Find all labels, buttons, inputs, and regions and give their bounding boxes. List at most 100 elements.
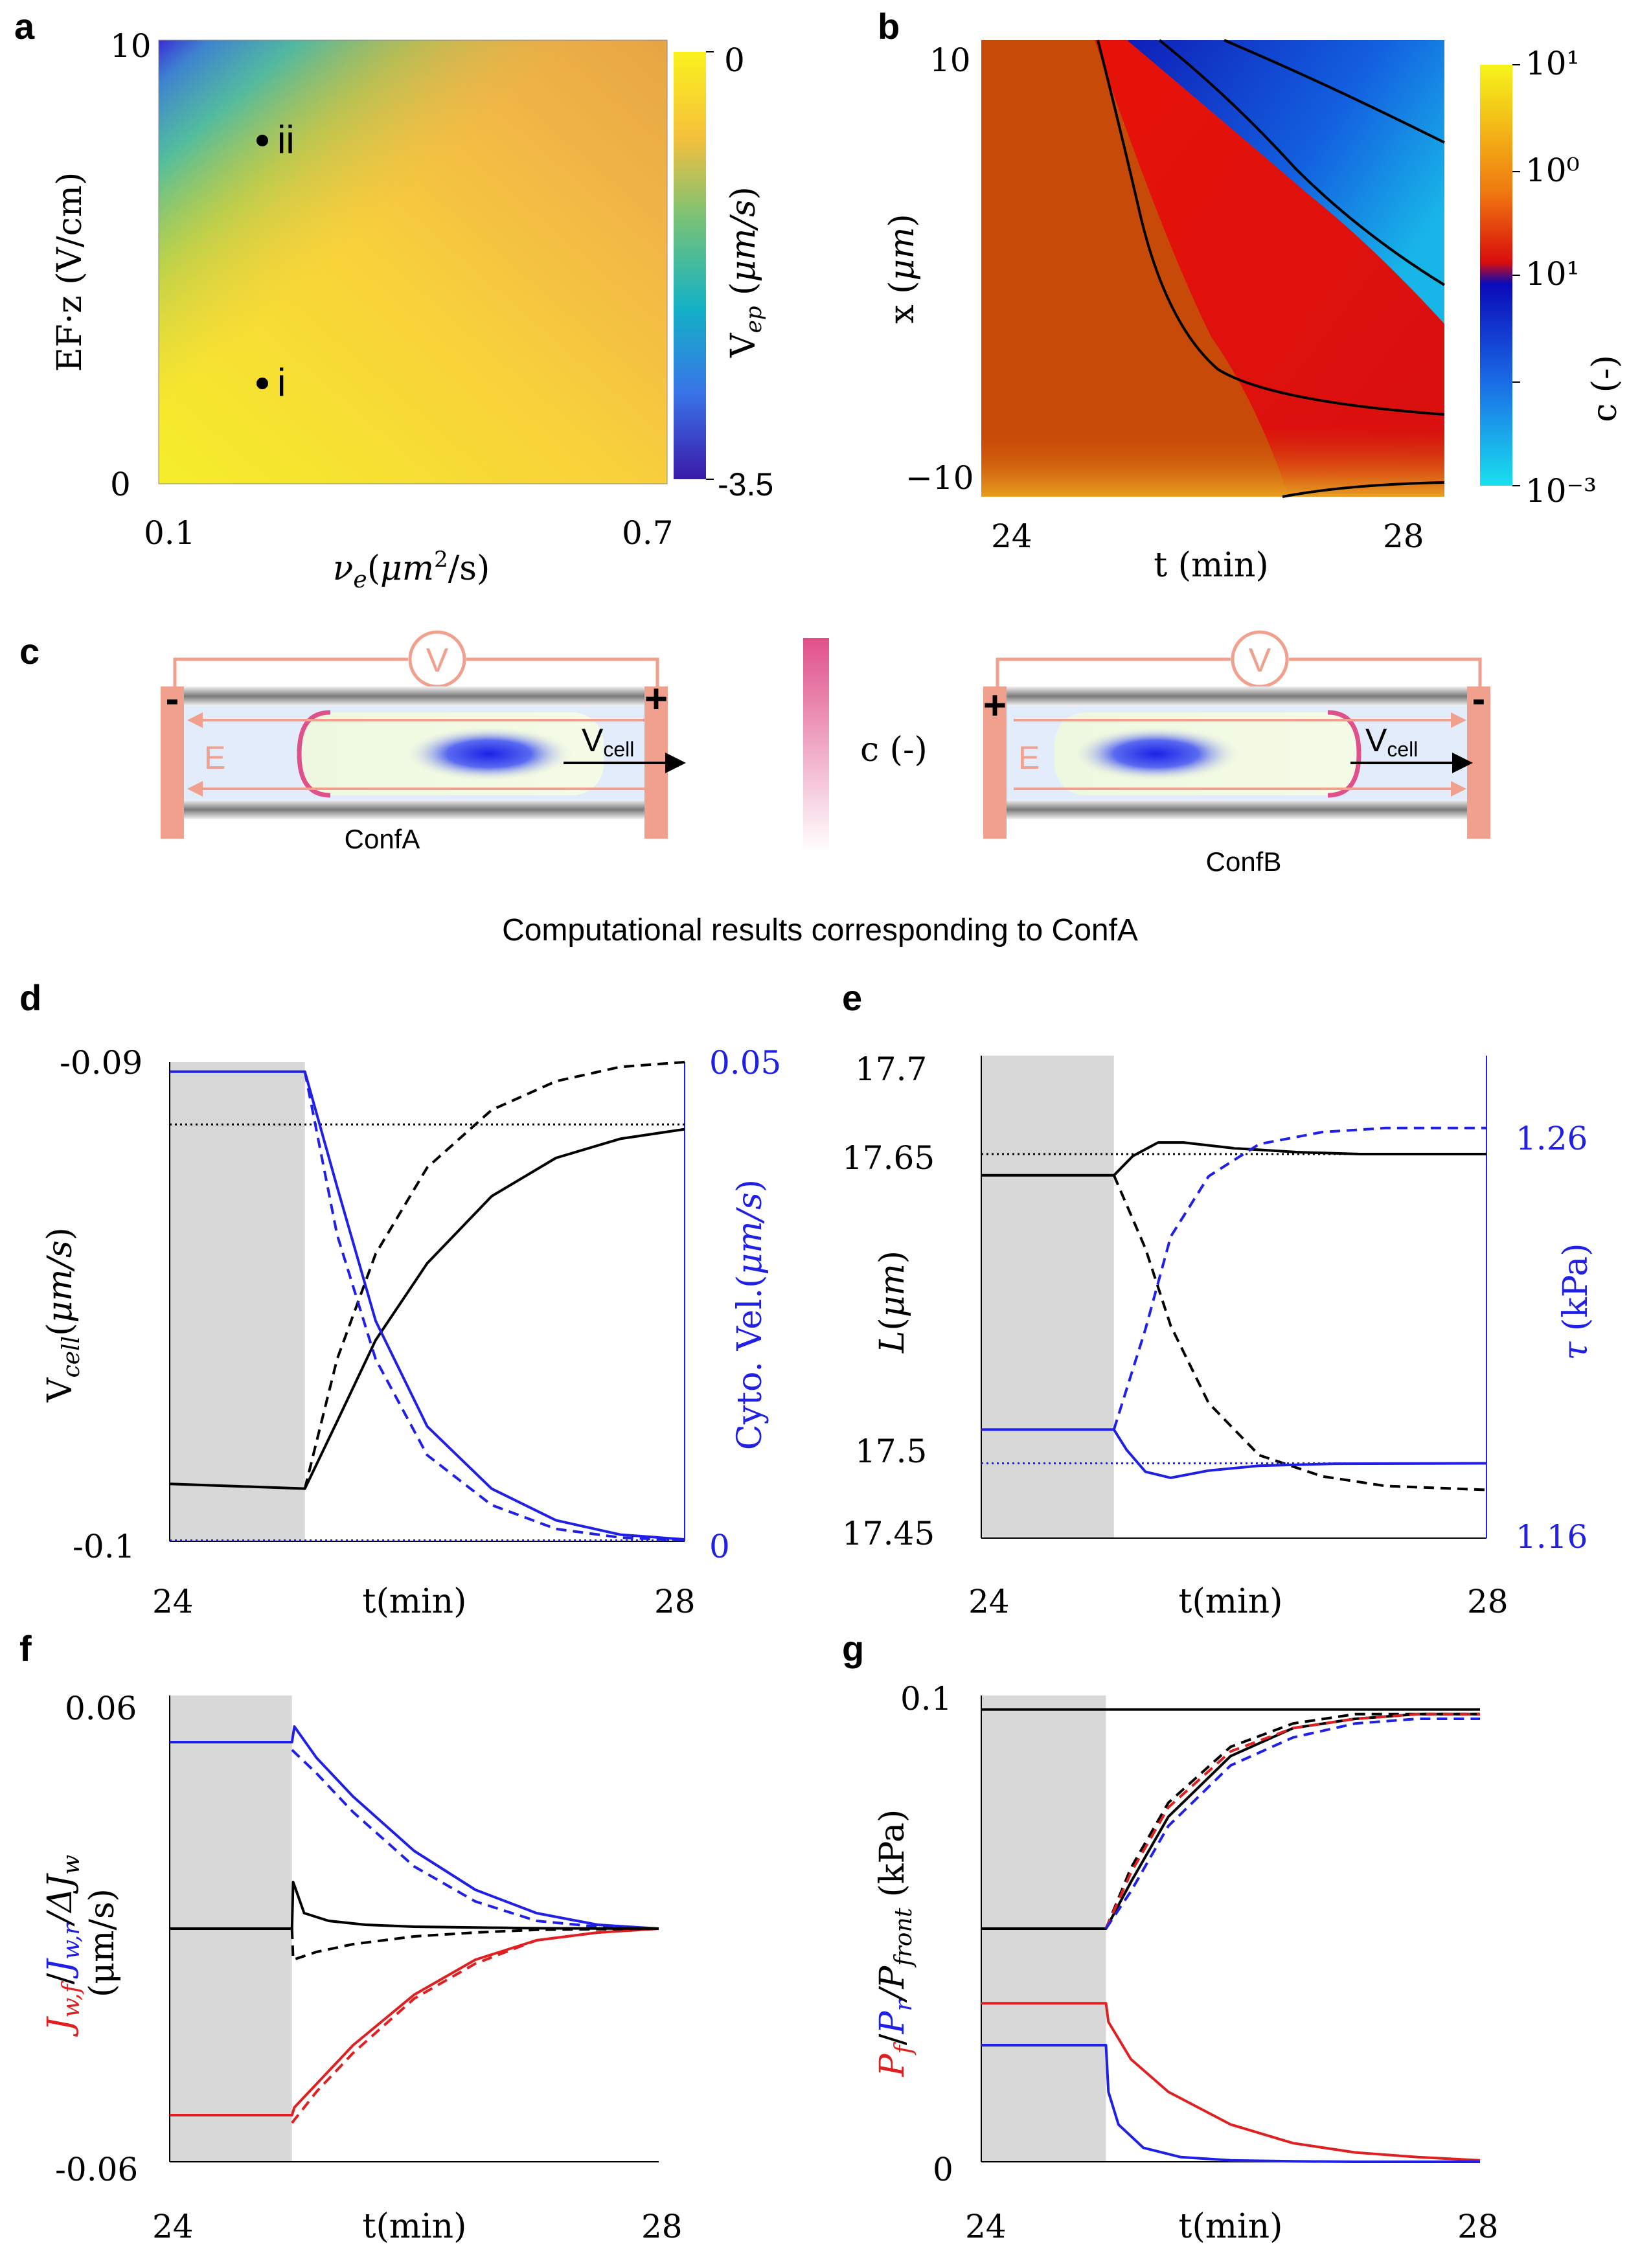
confA-nucleus bbox=[405, 727, 573, 781]
plot-g-series-5 bbox=[981, 2044, 1480, 2163]
f-ytick-top: 0.06 bbox=[65, 1690, 137, 1727]
d-xtick-24: 24 bbox=[152, 1583, 194, 1620]
confA-tube-top bbox=[175, 686, 657, 706]
e-xlabel: t(min) bbox=[1179, 1582, 1283, 1621]
plot-d-shaded-region bbox=[170, 1062, 305, 1541]
a-xlabel: νe(μm2/s) bbox=[333, 547, 490, 593]
plot-g-series-4 bbox=[1104, 1712, 1480, 1929]
panel-label-g: g bbox=[842, 1628, 864, 1669]
plot-d-series-1 bbox=[303, 1061, 685, 1490]
panel-label-c: c bbox=[19, 631, 40, 672]
panel-label-b: b bbox=[878, 6, 900, 47]
b-xtick-24: 24 bbox=[991, 517, 1032, 555]
confB-field-label: E bbox=[1018, 740, 1040, 776]
point-ii-label: ii bbox=[277, 118, 295, 161]
confB-diagram: V + - E Vcell ConfB bbox=[983, 630, 1490, 877]
b-contour-3 bbox=[1224, 39, 1445, 144]
d-ylabel-right: Cyto. Vel.(μm/s) bbox=[731, 1179, 769, 1450]
f-ytick-bottom: -0.06 bbox=[55, 2151, 138, 2188]
plot-e bbox=[981, 1056, 1487, 1539]
panel-label-e: e bbox=[842, 977, 862, 1018]
plot-e-series-4 bbox=[1112, 1126, 1486, 1430]
f-ylabel: Jw,f/Jw,r/ΔJw bbox=[41, 1855, 85, 2037]
plot-e-series-3 bbox=[981, 1428, 1487, 1479]
plot-g-series-2 bbox=[1104, 1712, 1480, 1929]
d-ytick-top: -0.09 bbox=[60, 1044, 142, 1082]
point-ii-marker bbox=[256, 135, 268, 146]
point-i-label: i bbox=[277, 361, 286, 404]
confB-voltmeter-label: V bbox=[1249, 642, 1271, 679]
plot-g-series-3 bbox=[981, 2002, 1481, 2162]
plot-f-series-3 bbox=[291, 1927, 659, 2124]
confA-minus: - bbox=[166, 677, 179, 721]
d-ytick-bottom: -0.1 bbox=[73, 1528, 135, 1565]
confB-nucleus bbox=[1072, 727, 1240, 781]
g-xlabel: t(min) bbox=[1179, 2207, 1283, 2246]
d-ytick-right-bottom: 0 bbox=[709, 1528, 730, 1565]
b-ytick-10: 10 bbox=[929, 41, 971, 79]
b-cbar-label: c (-) bbox=[1586, 355, 1624, 422]
a-cbar-label: Vep (μm/s) bbox=[724, 187, 767, 358]
a-ytick-0: 0 bbox=[110, 466, 131, 503]
e-ytick-177: 17.7 bbox=[855, 1050, 927, 1088]
plot-f-series-0 bbox=[170, 1725, 659, 1930]
d-xlabel: t(min) bbox=[363, 1582, 467, 1621]
b-contour-1 bbox=[1097, 40, 1445, 416]
e-xtick-24: 24 bbox=[968, 1583, 1010, 1620]
heatmap-a bbox=[158, 40, 668, 484]
confB-label: ConfB bbox=[1206, 846, 1282, 877]
d-ylabel: Vcell(μm/s) bbox=[41, 1227, 85, 1403]
confB-minus: - bbox=[1472, 677, 1486, 721]
g-ytick-top: 0.1 bbox=[900, 1680, 952, 1718]
f-xlabel: t(min) bbox=[363, 2207, 467, 2246]
plot-e-series-1 bbox=[1112, 1175, 1487, 1491]
b-contour-2 bbox=[1158, 39, 1446, 286]
confA-voltmeter-label: V bbox=[426, 642, 449, 679]
d-xtick-28: 28 bbox=[654, 1583, 696, 1620]
confB-tube-top bbox=[997, 686, 1480, 706]
e-xtick-28: 28 bbox=[1467, 1583, 1509, 1620]
colorbar-a: 0 -3.5 Vep (μm/s) bbox=[674, 41, 773, 503]
confB-plus: + bbox=[983, 683, 1007, 728]
point-i-marker bbox=[256, 378, 268, 389]
confA-label: ConfA bbox=[345, 824, 420, 854]
e-ylabel: L(μm) bbox=[873, 1251, 912, 1354]
f-xtick-24: 24 bbox=[152, 2208, 194, 2245]
plot-g-series-6 bbox=[1104, 1718, 1480, 1930]
confB-electrode-left bbox=[983, 686, 1007, 839]
e-ytick-17745: 17.45 bbox=[842, 1515, 935, 1552]
confA-plus: + bbox=[644, 677, 668, 721]
panel-label-a: a bbox=[14, 6, 35, 47]
b-cbar-tick-4: 10⁻³ bbox=[1525, 472, 1597, 510]
a-xtick-01: 0.1 bbox=[144, 514, 196, 552]
e-ytick-175: 17.5 bbox=[855, 1433, 927, 1470]
confA-tube-bottom bbox=[175, 800, 657, 819]
confB-tube-bottom bbox=[997, 800, 1480, 819]
d-ytick-right-top: 0.05 bbox=[709, 1044, 781, 1082]
plot-e-shaded-region bbox=[981, 1056, 1114, 1538]
e-ytick-17765: 17.65 bbox=[842, 1139, 935, 1177]
b-contour-4 bbox=[1282, 481, 1445, 498]
b-xtick-28: 28 bbox=[1383, 517, 1424, 555]
g-xtick-28: 28 bbox=[1457, 2208, 1499, 2245]
plot-f-series-5 bbox=[290, 1927, 659, 1961]
confA-electrode-left bbox=[161, 686, 184, 839]
b-ytick-m10: −10 bbox=[905, 459, 974, 497]
plot-d bbox=[169, 1061, 685, 1542]
heatmap-b bbox=[981, 39, 1446, 498]
c-cbar-label: c (-) bbox=[860, 731, 928, 769]
a-ylabel: EF·z (V/cm) bbox=[51, 172, 89, 372]
a-xtick-07: 0.7 bbox=[622, 514, 674, 552]
b-cbar-tick-3: 10¹ bbox=[1525, 255, 1580, 293]
b-cbar-tick-2: 10⁰ bbox=[1525, 152, 1580, 189]
confA-vcell-label: Vcell bbox=[582, 722, 634, 761]
f-ylabel-unit: (μm/s) bbox=[83, 1888, 122, 1997]
panel-label-f: f bbox=[19, 1628, 32, 1669]
plot-d-series-3 bbox=[170, 1070, 685, 1541]
colorbar-c: c (-) bbox=[803, 638, 928, 852]
confA-field-label: E bbox=[204, 740, 225, 776]
plot-f-series-4 bbox=[170, 1881, 659, 1930]
a-ytick-10: 10 bbox=[110, 27, 152, 65]
b-ylabel: x (μm) bbox=[883, 214, 922, 324]
